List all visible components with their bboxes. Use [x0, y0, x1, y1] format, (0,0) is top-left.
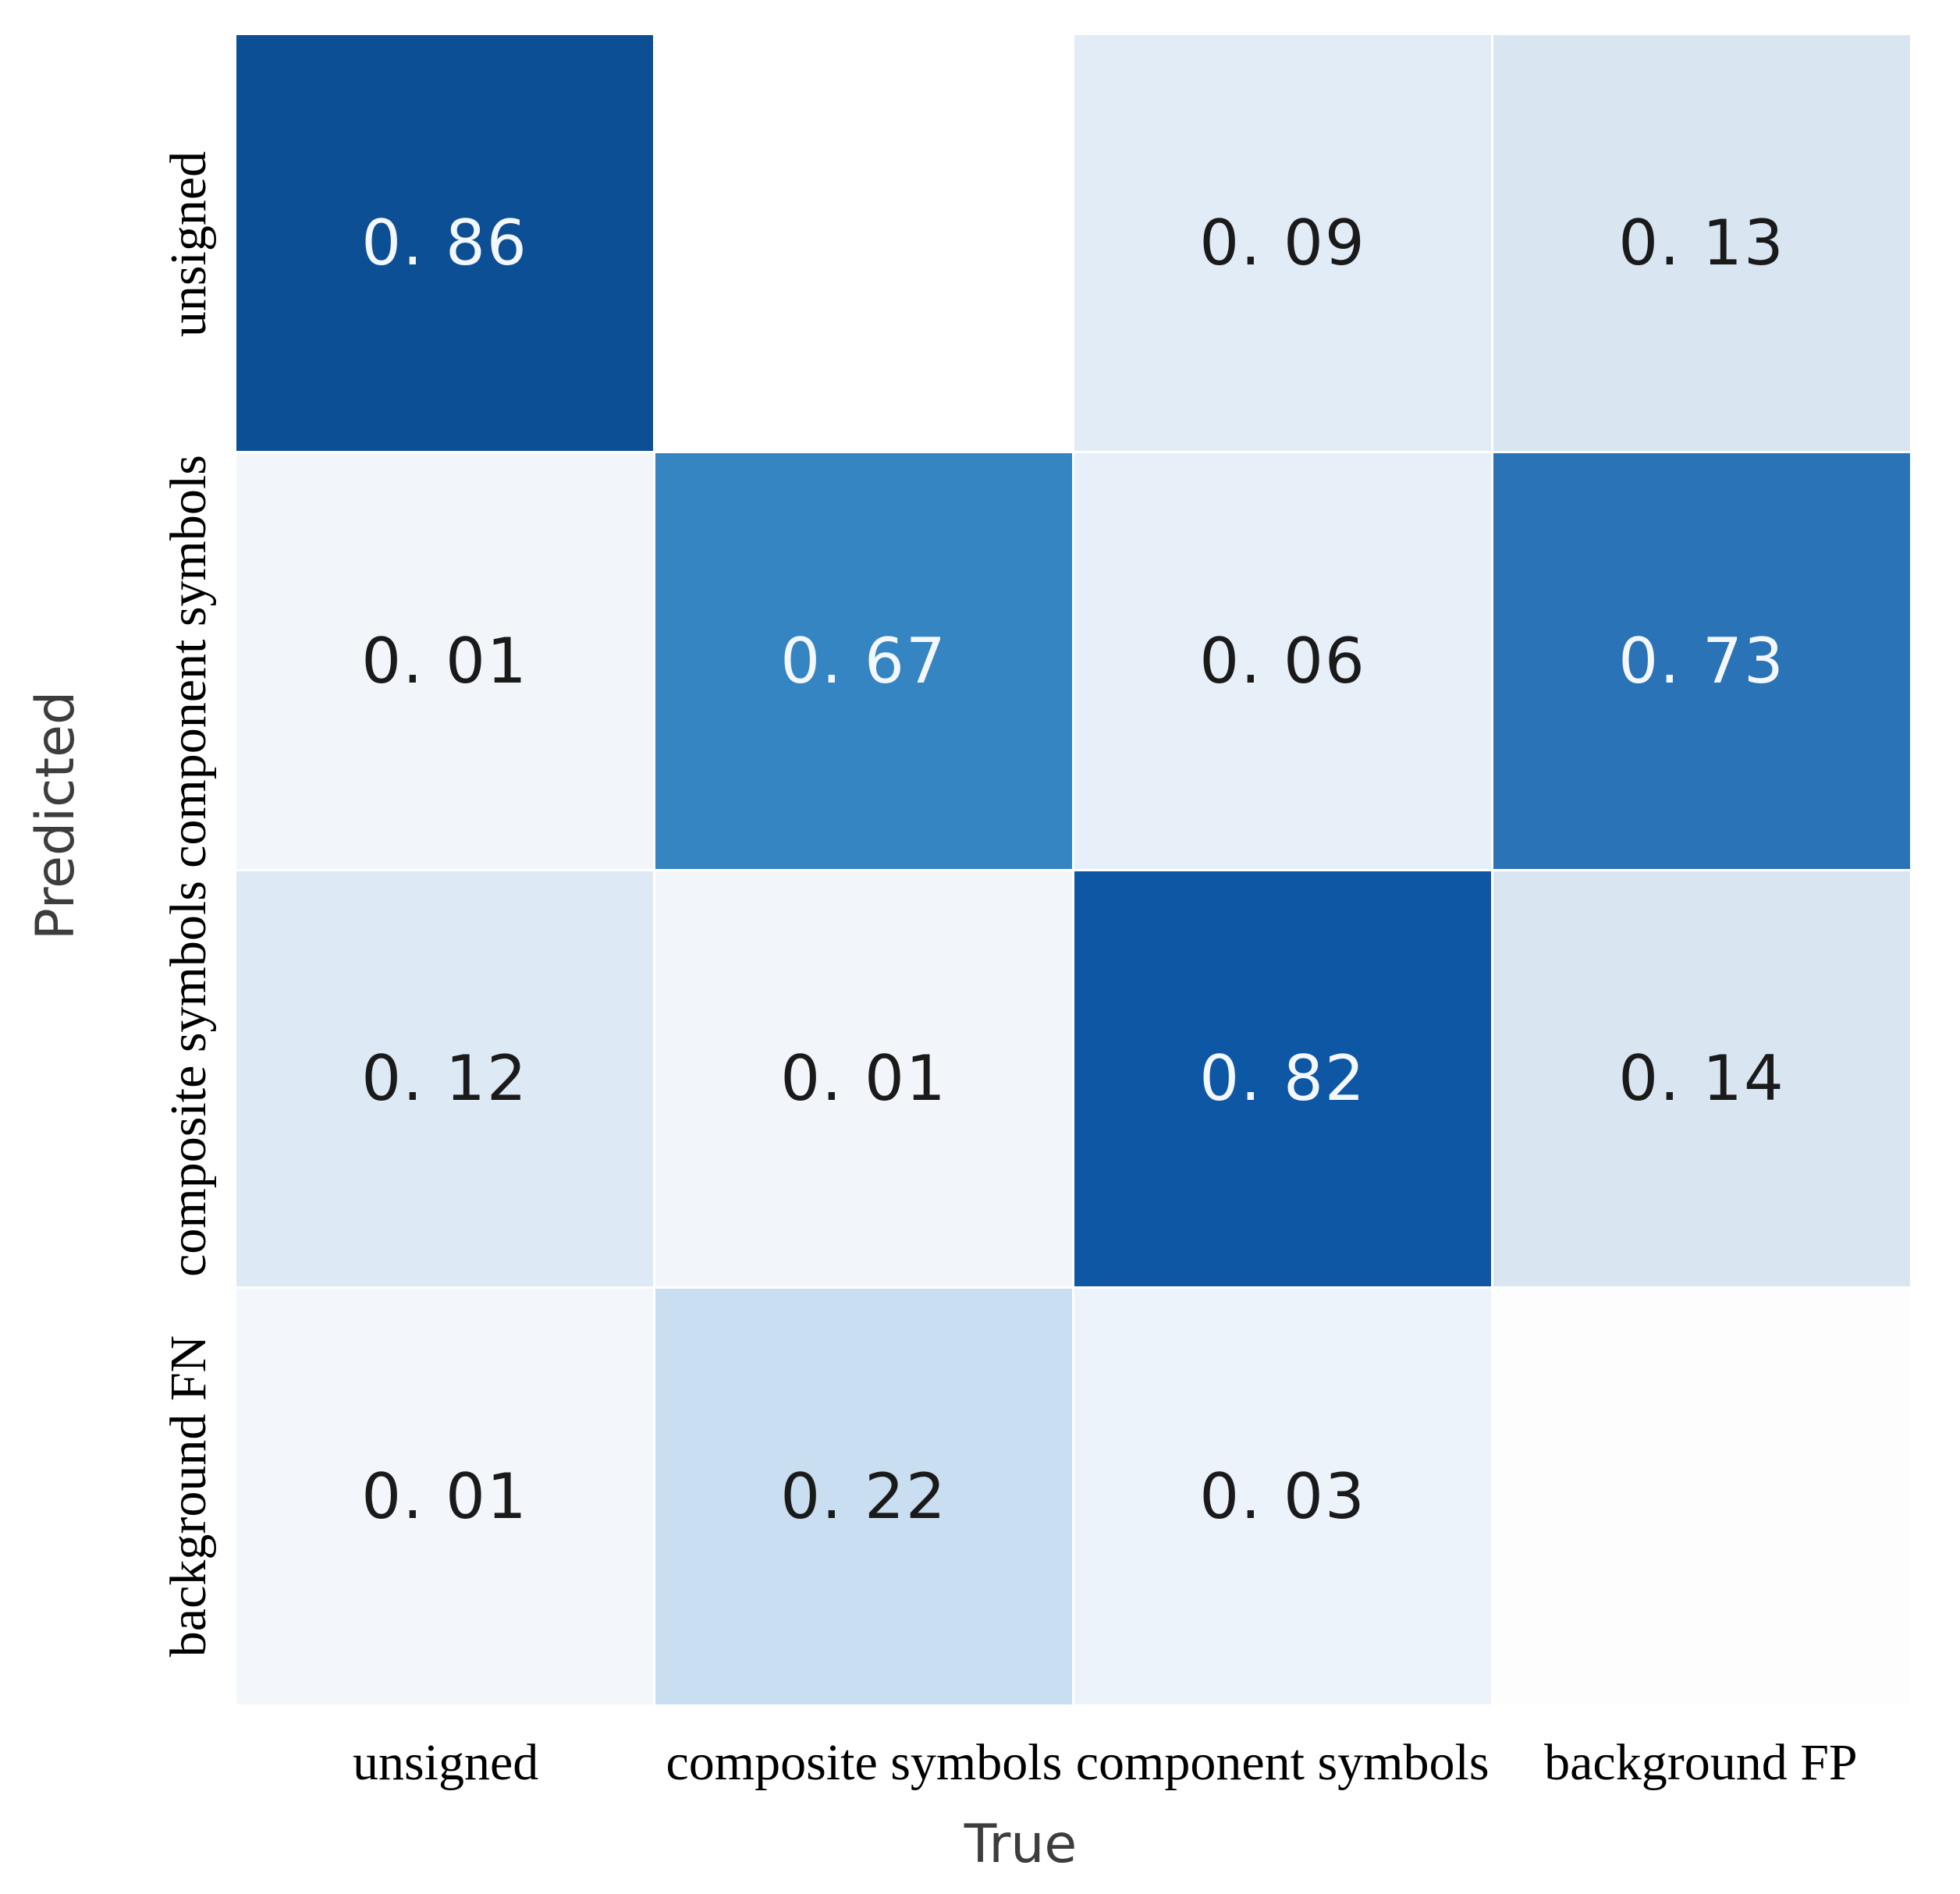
heatmap-cell: 0. 12 — [236, 871, 653, 1287]
cell-value: 0. 06 — [1199, 624, 1366, 697]
cell-value: 0. 12 — [361, 1042, 528, 1115]
heatmap-cell: 0. 01 — [236, 1289, 653, 1704]
y-tick: unsigned — [154, 35, 223, 452]
x-axis-title-text: True — [964, 1813, 1078, 1875]
heatmap-cell: 0. 67 — [655, 452, 1072, 869]
heatmap-cell: 0. 03 — [1074, 1289, 1491, 1704]
heatmap-cell: 0. 86 — [236, 35, 653, 451]
cell-value: 0. 13 — [1618, 206, 1785, 279]
x-axis-title: True — [236, 1808, 1805, 1880]
y-axis-title-text: Predicted — [25, 690, 87, 940]
heatmap-grid: 0. 86 0. 09 0. 13 0. 01 0. 67 0. 06 0. 73 0. 12… — [236, 35, 1910, 1704]
x-tick-text: composite symbols — [666, 1734, 1063, 1791]
heatmap-cell: 0. 09 — [1074, 35, 1491, 451]
y-tick-text: component symbols — [160, 454, 217, 868]
heatmap-cell: 0. 13 — [1493, 35, 1910, 451]
heatmap-cell — [1493, 1289, 1910, 1704]
cell-value: 0. 01 — [780, 1042, 947, 1115]
heatmap-cell: 0. 82 — [1074, 871, 1491, 1287]
cell-value: 0. 03 — [1199, 1460, 1366, 1534]
cell-value: 0. 01 — [361, 624, 528, 697]
y-axis-title: Predicted — [22, 35, 91, 1595]
heatmap-cell: 0. 73 — [1493, 452, 1910, 869]
y-tick-text: background FN — [160, 1335, 217, 1657]
cell-value: 0. 01 — [361, 1460, 528, 1534]
x-tick: composite symbols — [655, 1716, 1073, 1810]
cell-value: 0. 86 — [361, 206, 528, 279]
cell-value: 0. 22 — [780, 1460, 947, 1534]
heatmap-cell: 0. 14 — [1493, 871, 1910, 1287]
heatmap-cell: 0. 01 — [655, 871, 1072, 1287]
cell-value: 0. 82 — [1199, 1042, 1366, 1115]
y-tick: composite symbols — [154, 870, 223, 1287]
cell-value: 0. 73 — [1618, 624, 1785, 697]
x-tick-text: background FP — [1544, 1734, 1858, 1791]
heatmap-cell: 0. 22 — [655, 1289, 1072, 1704]
x-tick-labels: unsigned composite symbols component symbo… — [236, 1716, 1910, 1810]
x-tick-text: component symbols — [1075, 1734, 1490, 1791]
y-tick-labels: unsigned component symbols composite symbo… — [154, 35, 223, 1704]
y-tick-text: composite symbols — [160, 880, 218, 1277]
heatmap-cell: 0. 01 — [236, 452, 653, 869]
x-tick: unsigned — [236, 1716, 655, 1810]
y-tick-text: unsigned — [160, 151, 218, 337]
x-tick: component symbols — [1074, 1716, 1492, 1810]
cell-value: 0. 09 — [1199, 206, 1366, 279]
x-tick: background FP — [1492, 1716, 1910, 1810]
cell-value: 0. 67 — [780, 624, 947, 697]
cell-value: 0. 14 — [1618, 1042, 1785, 1115]
heatmap-cell: 0. 06 — [1074, 452, 1491, 869]
y-tick: background FN — [154, 1287, 223, 1704]
y-tick: component symbols — [154, 452, 223, 870]
heatmap-cell — [655, 35, 1072, 451]
x-tick-text: unsigned — [352, 1734, 539, 1791]
